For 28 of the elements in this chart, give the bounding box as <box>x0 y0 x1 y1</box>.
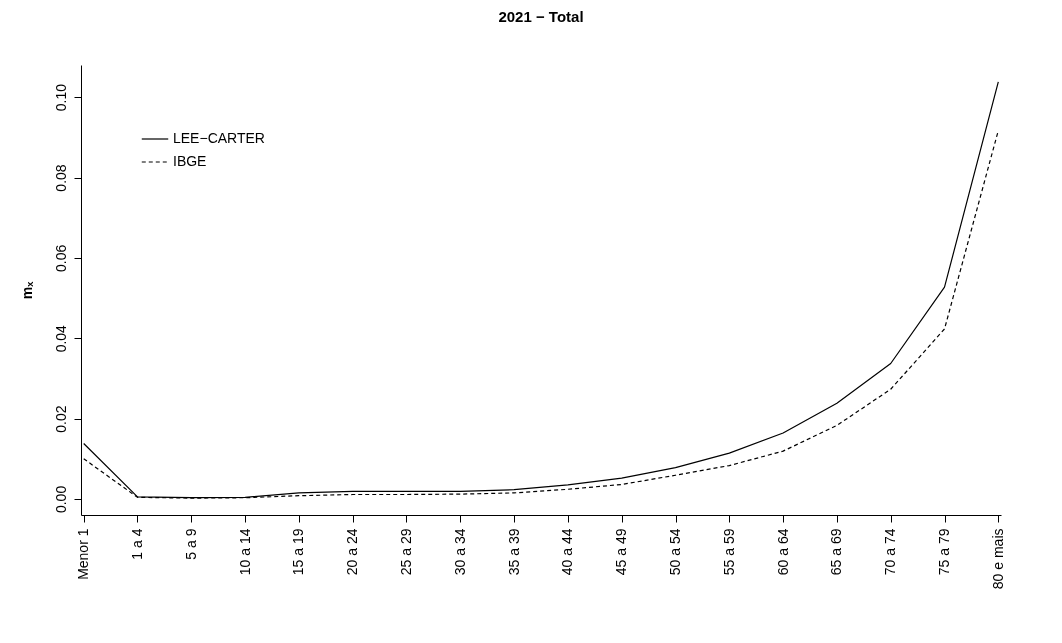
x-tick-label: Menor 1 <box>75 528 92 580</box>
legend-label: IBGE <box>173 153 207 169</box>
y-tick-label: 0.06 <box>52 244 69 272</box>
x-tick-label: 10 a 14 <box>236 528 253 576</box>
x-tick-label: 1 a 4 <box>128 528 145 560</box>
y-tick-label: 0.08 <box>52 164 69 192</box>
x-tick-label: 55 a 59 <box>720 528 737 576</box>
x-tick-label: 75 a 79 <box>936 528 953 576</box>
x-tick-label: 45 a 49 <box>613 528 630 576</box>
x-tick-label: 70 a 74 <box>882 528 899 576</box>
y-tick-label: 0.00 <box>52 485 69 514</box>
x-tick-label: 50 a 54 <box>667 528 683 576</box>
x-tick-label: 30 a 34 <box>451 528 468 576</box>
x-tick-label: 60 a 64 <box>774 528 791 576</box>
x-tick-label: 40 a 44 <box>559 528 576 576</box>
x-tick-label: 5 a 9 <box>182 528 199 560</box>
x-tick-label: 15 a 19 <box>290 528 307 576</box>
x-tick-label: 65 a 69 <box>828 528 845 576</box>
y-axis-title: mₓ <box>18 280 35 300</box>
legend-label: LEE−CARTER <box>173 130 265 146</box>
x-tick-label: 80 e mais <box>989 528 1006 590</box>
y-tick-label: 0.10 <box>52 83 69 112</box>
x-tick-label: 20 a 24 <box>344 528 361 576</box>
y-tick-label: 0.04 <box>52 324 69 353</box>
x-tick-label: 35 a 39 <box>505 528 522 576</box>
chart-title: 2021 − Total <box>498 8 584 25</box>
y-tick-label: 0.02 <box>52 405 69 433</box>
x-tick-label: 25 a 29 <box>398 528 414 576</box>
